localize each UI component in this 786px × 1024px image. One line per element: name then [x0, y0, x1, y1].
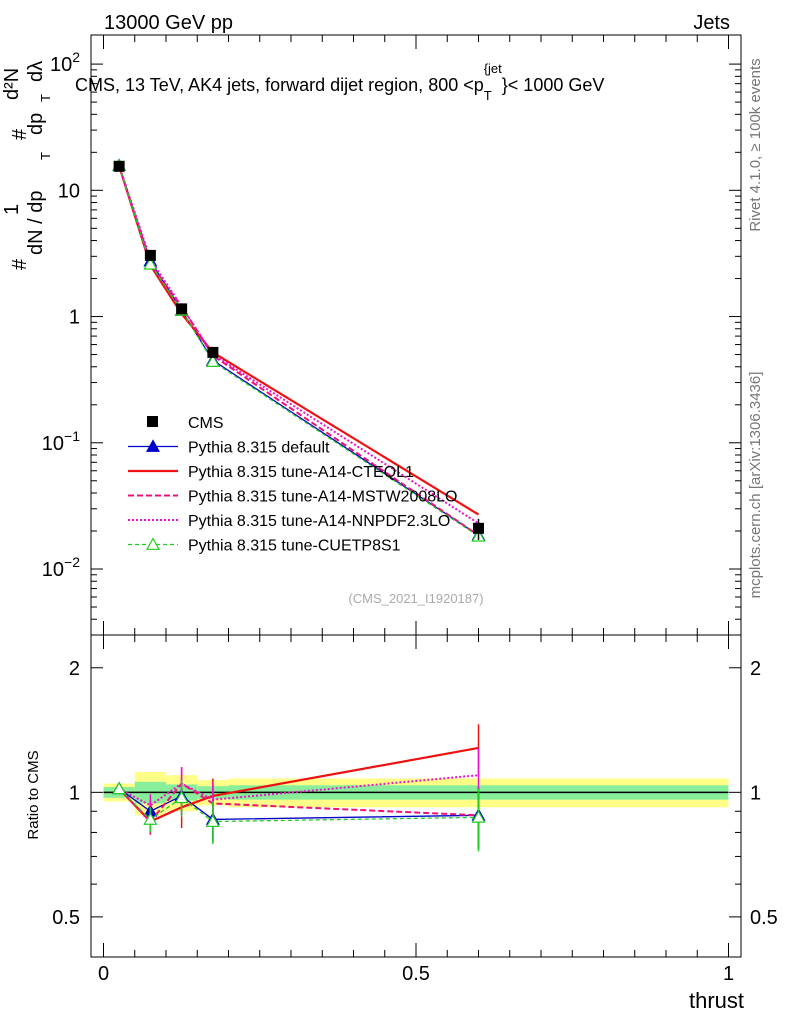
legend-entry: Pythia 8.315 tune-A14-NNPDF2.3LO — [128, 513, 450, 530]
ylabel-dp: dp — [25, 113, 47, 135]
ylabel-dn-dp: dN / dp — [25, 191, 47, 255]
ratio-ytick-label: 1 — [69, 782, 80, 804]
process-label: Jets — [693, 12, 730, 34]
legend-entry: Pythia 8.315 tune-CUETP8S1 — [128, 537, 401, 555]
legend-marker — [145, 537, 161, 550]
legend-entry: Pythia 8.315 tune-A14-MSTW2008LO — [128, 489, 457, 506]
main-marker-pythia-8-315-tune-cuetp8s1 — [205, 354, 220, 367]
x-tick-label: 0 — [98, 963, 109, 985]
ylabel-d2n: d²N — [1, 68, 23, 100]
ratio-marker-pythia-8-315-tune-cuetp8s1 — [112, 781, 127, 795]
main-line-pythia-8-315-tune-cuetp8s1 — [118, 165, 479, 537]
main-ytick-label: 10 — [58, 180, 80, 202]
ylabel-hash1: # — [9, 258, 31, 270]
ratio-ytick-label-right: 2 — [750, 658, 761, 680]
legend: CMS Pythia 8.315 default Pythia 8.315 tune… — [128, 415, 457, 555]
legend-label: Pythia 8.315 default — [188, 440, 330, 457]
energy-label: 13000 GeV pp — [104, 12, 233, 34]
ylabel-t1: T — [38, 152, 53, 160]
cms-data-point — [176, 303, 188, 315]
main-ytick-label: 10−2 — [42, 554, 80, 581]
legend-entry: Pythia 8.315 default — [128, 439, 330, 457]
main-series-layer — [112, 158, 486, 542]
main-axis-ticks — [91, 35, 741, 636]
x-axis-label: thrust — [689, 988, 744, 1013]
x-tick-label: 1 — [723, 963, 734, 985]
main-line-pythia-8-315-tune-a14-cteql1 — [118, 165, 480, 516]
analysis-watermark: (CMS_2021_I1920187) — [348, 591, 483, 606]
main-ytick-label: 1 — [69, 307, 80, 329]
x-tick-labels: 0 0.5 1 — [98, 963, 734, 985]
ratio-marker-pythia-8-315-tune-cuetp8s1 — [174, 790, 189, 804]
ratio-y-tick-labels: 0.5 0.5 1 1 2 2 — [52, 658, 778, 929]
ratio-axis-ticks — [91, 635, 741, 957]
legend-label: CMS — [188, 415, 224, 432]
ylabel-one: 1 — [1, 204, 23, 215]
rivet-label: Rivet 4.1.0, ≥ 100k events — [747, 58, 764, 231]
ylabel-hash2: # — [9, 128, 31, 140]
cms-data-point — [144, 249, 156, 261]
ratio-marker-pythia-8-315-tune-cuetp8s1 — [471, 810, 486, 823]
main-ylabel: # 1 dN / dp T # d²N dp T dλ — [1, 61, 53, 270]
plot-title: CMS, 13 TeV, AK4 jets, forward dijet reg… — [75, 61, 604, 103]
main-ytick-label: 10−1 — [42, 428, 80, 455]
title-prefix: CMS, 13 TeV, AK4 jets, forward dijet reg… — [75, 75, 484, 95]
ylabel-t2: T — [38, 94, 53, 102]
ratio-line-pythia-8-315-tune-cuetp8s1 — [118, 788, 479, 823]
ratio-ylabel: Ratio to CMS — [25, 750, 42, 839]
legend-label: Pythia 8.315 tune-A14-MSTW2008LO — [188, 489, 457, 506]
ratio-ytick-label: 2 — [69, 658, 80, 680]
legend-marker — [145, 439, 161, 452]
main-marker-pythia-8-315-tune-cuetp8s1 — [143, 256, 158, 270]
main-ytick-label: 102 — [50, 49, 80, 76]
legend-entry: Pythia 8.315 tune-A14-CTEQL1 — [128, 464, 414, 481]
legend-label: Pythia 8.315 tune-A14-NNPDF2.3LO — [188, 513, 450, 530]
legend-entry: CMS — [147, 415, 224, 432]
ratio-ytick-label-right: 0.5 — [750, 907, 778, 929]
ratio-ytick-label: 0.5 — [52, 907, 80, 929]
ratio-marker-pythia-8-315-tune-cuetp8s1 — [143, 812, 158, 825]
legend-label: Pythia 8.315 tune-CUETP8S1 — [188, 538, 401, 555]
ratio-ytick-label-right: 1 — [750, 782, 761, 804]
main-y-tick-labels: 10−2 10−1 1 10 102 — [42, 49, 80, 581]
title-sup: {jet — [484, 61, 502, 76]
title-sub: T — [484, 88, 492, 103]
ratio-marker-pythia-8-315-tune-cuetp8s1 — [205, 814, 220, 827]
title-suffix: }< 1000 GeV — [502, 75, 605, 95]
ratio-series-layer — [112, 724, 486, 852]
cms-data-point — [473, 522, 484, 534]
x-tick-label: 0.5 — [402, 963, 430, 985]
ylabel-dlambda: dλ — [25, 61, 47, 82]
cms-data-point — [207, 346, 219, 358]
main-line-pythia-8-315-tune-a14-nnpdf2-3lo — [118, 165, 480, 525]
legend-label: Pythia 8.315 tune-A14-CTEQL1 — [188, 464, 414, 481]
cms-data-point — [113, 160, 125, 172]
mcplots-label: mcplots.cern.ch [arXiv:1306.3436] — [747, 372, 764, 599]
legend-cms-marker — [147, 416, 158, 427]
